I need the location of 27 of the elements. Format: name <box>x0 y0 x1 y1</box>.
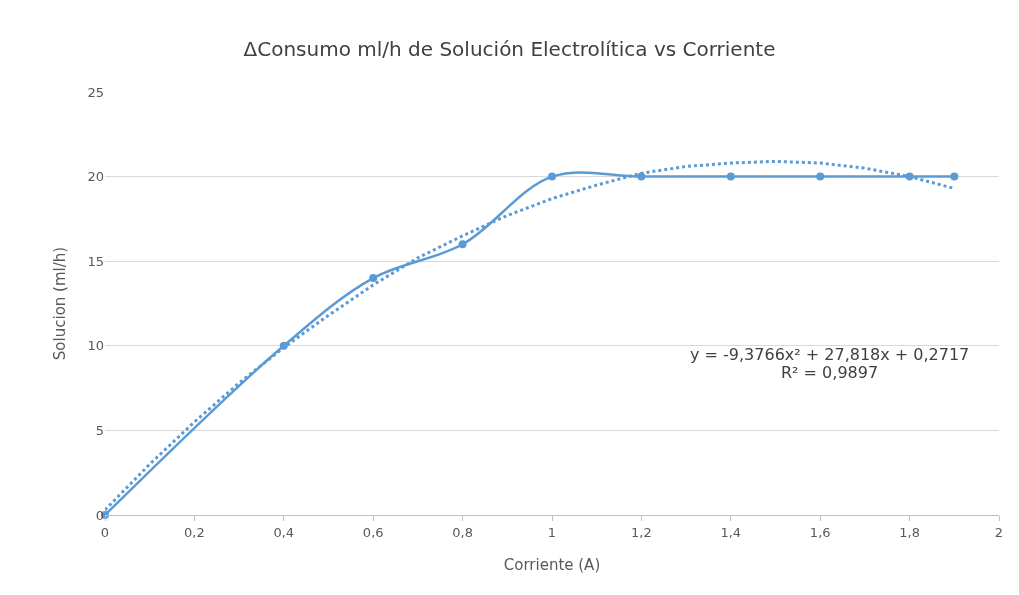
y-tick-label: 5 <box>95 422 104 438</box>
x-tick-label: 1,4 <box>720 524 742 540</box>
point <box>548 172 556 181</box>
x-tick-label: 1,8 <box>899 524 920 540</box>
x-axis-title: Corriente (A) <box>503 556 601 574</box>
chart-title: ΔConsumo ml/h de Solución Electrolítica vs Corriente <box>243 36 776 61</box>
x-tick-label: 0,6 <box>362 524 384 540</box>
y-axis-title: Solucion (ml/h) <box>51 246 69 361</box>
point <box>950 172 959 181</box>
annotation: y = -9,3766x² + 27,818x + 0,2717 <box>690 345 970 364</box>
x-tick-label: 0,4 <box>273 524 295 540</box>
point <box>369 274 378 283</box>
y-tick-label: 15 <box>87 253 104 269</box>
point <box>816 172 825 181</box>
point <box>726 172 735 181</box>
x-tick-label: 0,8 <box>452 524 473 540</box>
y-tick-label: 20 <box>87 169 104 185</box>
x-tick-label: 1 <box>547 524 557 540</box>
y-tick-label: 25 <box>87 84 104 100</box>
y-tick-label: 0 <box>95 507 104 523</box>
x-tick-label: 0,2 <box>184 524 205 540</box>
x-tick-label: 1,2 <box>631 524 652 540</box>
point <box>458 240 467 249</box>
x-tick-label: 2 <box>994 524 1004 540</box>
y-tick-label: 10 <box>87 338 104 354</box>
x-tick-label: 1,6 <box>809 524 831 540</box>
annotation: R² = 0,9897 <box>781 363 879 382</box>
